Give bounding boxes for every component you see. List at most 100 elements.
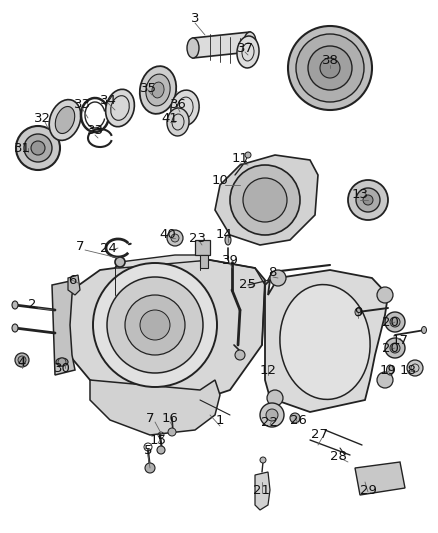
- Circle shape: [230, 165, 300, 235]
- Ellipse shape: [421, 327, 427, 334]
- Text: 35: 35: [139, 82, 156, 94]
- Circle shape: [308, 46, 352, 90]
- Text: 13: 13: [352, 189, 368, 201]
- Text: 24: 24: [99, 241, 117, 254]
- Circle shape: [115, 257, 125, 267]
- Circle shape: [24, 134, 52, 162]
- Ellipse shape: [280, 285, 370, 399]
- Text: 37: 37: [237, 42, 254, 54]
- Ellipse shape: [244, 32, 256, 52]
- Text: 15: 15: [149, 433, 166, 447]
- Text: 8: 8: [268, 265, 276, 279]
- Ellipse shape: [171, 90, 199, 126]
- Ellipse shape: [386, 365, 393, 375]
- Text: 14: 14: [215, 229, 233, 241]
- Circle shape: [16, 126, 60, 170]
- Circle shape: [125, 295, 185, 355]
- Text: 36: 36: [170, 99, 187, 111]
- Text: 32: 32: [33, 111, 50, 125]
- Text: 7: 7: [76, 240, 84, 254]
- Ellipse shape: [55, 107, 75, 133]
- Polygon shape: [68, 275, 80, 295]
- Ellipse shape: [12, 324, 18, 332]
- Circle shape: [385, 312, 405, 332]
- Circle shape: [348, 180, 388, 220]
- Text: 41: 41: [162, 111, 178, 125]
- Text: 25: 25: [240, 279, 257, 292]
- Circle shape: [290, 413, 300, 423]
- Ellipse shape: [167, 108, 189, 136]
- Circle shape: [377, 287, 393, 303]
- Text: 20: 20: [381, 342, 399, 354]
- Ellipse shape: [152, 82, 164, 98]
- Circle shape: [363, 195, 373, 205]
- Text: 22: 22: [261, 416, 279, 429]
- Circle shape: [407, 360, 423, 376]
- Circle shape: [167, 230, 183, 246]
- Text: 6: 6: [68, 273, 76, 287]
- Circle shape: [145, 463, 155, 473]
- Polygon shape: [200, 255, 208, 268]
- Polygon shape: [193, 32, 250, 58]
- Circle shape: [356, 188, 380, 212]
- Circle shape: [377, 372, 393, 388]
- Polygon shape: [52, 280, 75, 375]
- Ellipse shape: [187, 38, 199, 58]
- Text: 40: 40: [159, 229, 177, 241]
- Text: 21: 21: [254, 483, 271, 497]
- Circle shape: [320, 58, 340, 78]
- Circle shape: [288, 26, 372, 110]
- Circle shape: [171, 234, 179, 242]
- Circle shape: [270, 270, 286, 286]
- Text: 2: 2: [28, 298, 36, 311]
- Circle shape: [267, 390, 283, 406]
- Text: 34: 34: [99, 93, 117, 107]
- Text: 33: 33: [74, 99, 91, 111]
- Polygon shape: [355, 462, 405, 495]
- Text: 17: 17: [392, 334, 409, 346]
- Ellipse shape: [355, 308, 361, 316]
- Ellipse shape: [140, 66, 176, 114]
- Circle shape: [296, 34, 364, 102]
- Circle shape: [266, 409, 278, 421]
- Circle shape: [168, 428, 176, 436]
- Text: 1: 1: [216, 414, 224, 426]
- Text: 28: 28: [329, 449, 346, 463]
- Text: 7: 7: [146, 411, 154, 424]
- Text: 23: 23: [190, 231, 206, 245]
- Polygon shape: [195, 240, 210, 255]
- Polygon shape: [215, 155, 318, 245]
- Ellipse shape: [49, 100, 81, 140]
- Text: 20: 20: [381, 316, 399, 328]
- Polygon shape: [115, 255, 210, 268]
- Circle shape: [235, 350, 245, 360]
- Text: 3: 3: [191, 12, 199, 25]
- Polygon shape: [255, 472, 270, 510]
- Text: 4: 4: [18, 357, 26, 369]
- Text: 29: 29: [360, 483, 376, 497]
- Circle shape: [18, 356, 26, 364]
- Circle shape: [15, 353, 29, 367]
- Circle shape: [390, 317, 400, 327]
- Circle shape: [140, 310, 170, 340]
- Circle shape: [31, 141, 45, 155]
- Circle shape: [245, 152, 251, 158]
- Circle shape: [93, 263, 217, 387]
- Ellipse shape: [146, 74, 170, 106]
- Ellipse shape: [12, 301, 18, 309]
- Text: 33: 33: [86, 124, 103, 136]
- Text: 18: 18: [399, 364, 417, 376]
- Circle shape: [58, 358, 66, 366]
- Ellipse shape: [106, 90, 134, 127]
- Text: 31: 31: [14, 141, 31, 155]
- Text: 5: 5: [144, 443, 152, 456]
- Text: 19: 19: [380, 364, 396, 376]
- Circle shape: [107, 277, 203, 373]
- Text: 10: 10: [212, 174, 229, 187]
- Ellipse shape: [225, 235, 231, 245]
- Text: 26: 26: [290, 414, 307, 426]
- Circle shape: [157, 446, 165, 454]
- Ellipse shape: [237, 36, 259, 68]
- Circle shape: [385, 338, 405, 358]
- Text: 30: 30: [53, 361, 71, 375]
